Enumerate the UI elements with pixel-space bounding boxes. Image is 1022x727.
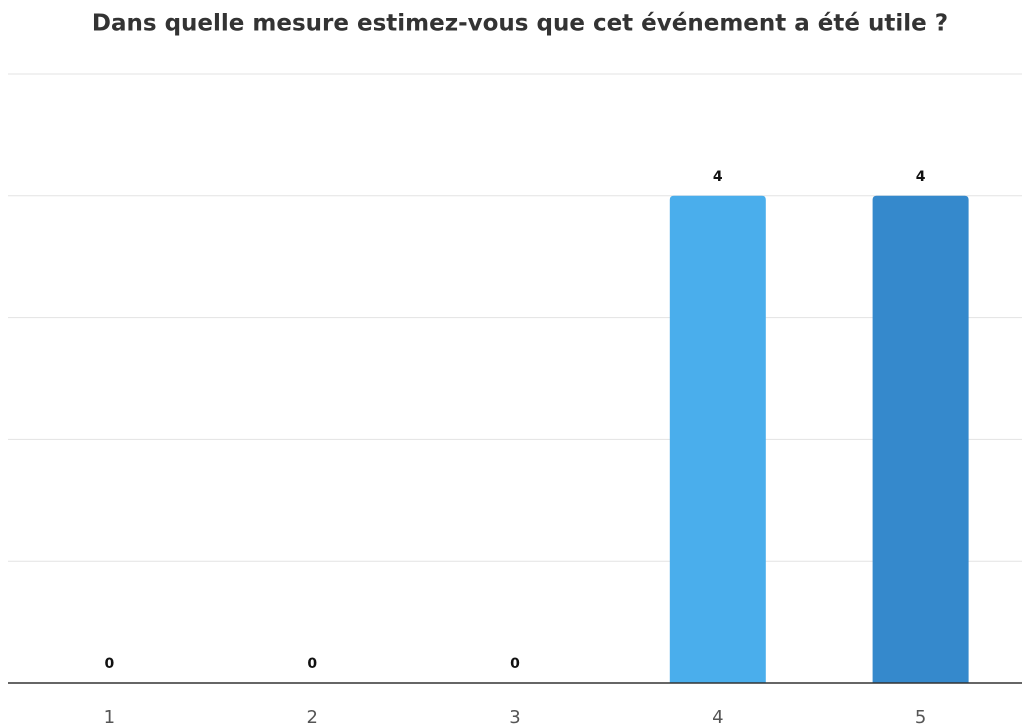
chart-title: Dans quelle mesure estimez-vous que cet … (92, 11, 948, 37)
x-tick-label: 3 (509, 707, 520, 727)
bar (669, 195, 766, 684)
x-tick-label: 4 (712, 707, 723, 727)
data-label: 0 (510, 656, 520, 672)
data-label: 4 (916, 169, 926, 185)
bar (872, 195, 969, 684)
data-label: 0 (105, 656, 115, 672)
x-tick-label: 2 (306, 707, 317, 727)
x-tick-label: 1 (104, 707, 115, 727)
x-tick-label: 5 (915, 707, 926, 727)
data-label: 0 (307, 656, 317, 672)
data-label: 4 (713, 169, 723, 185)
